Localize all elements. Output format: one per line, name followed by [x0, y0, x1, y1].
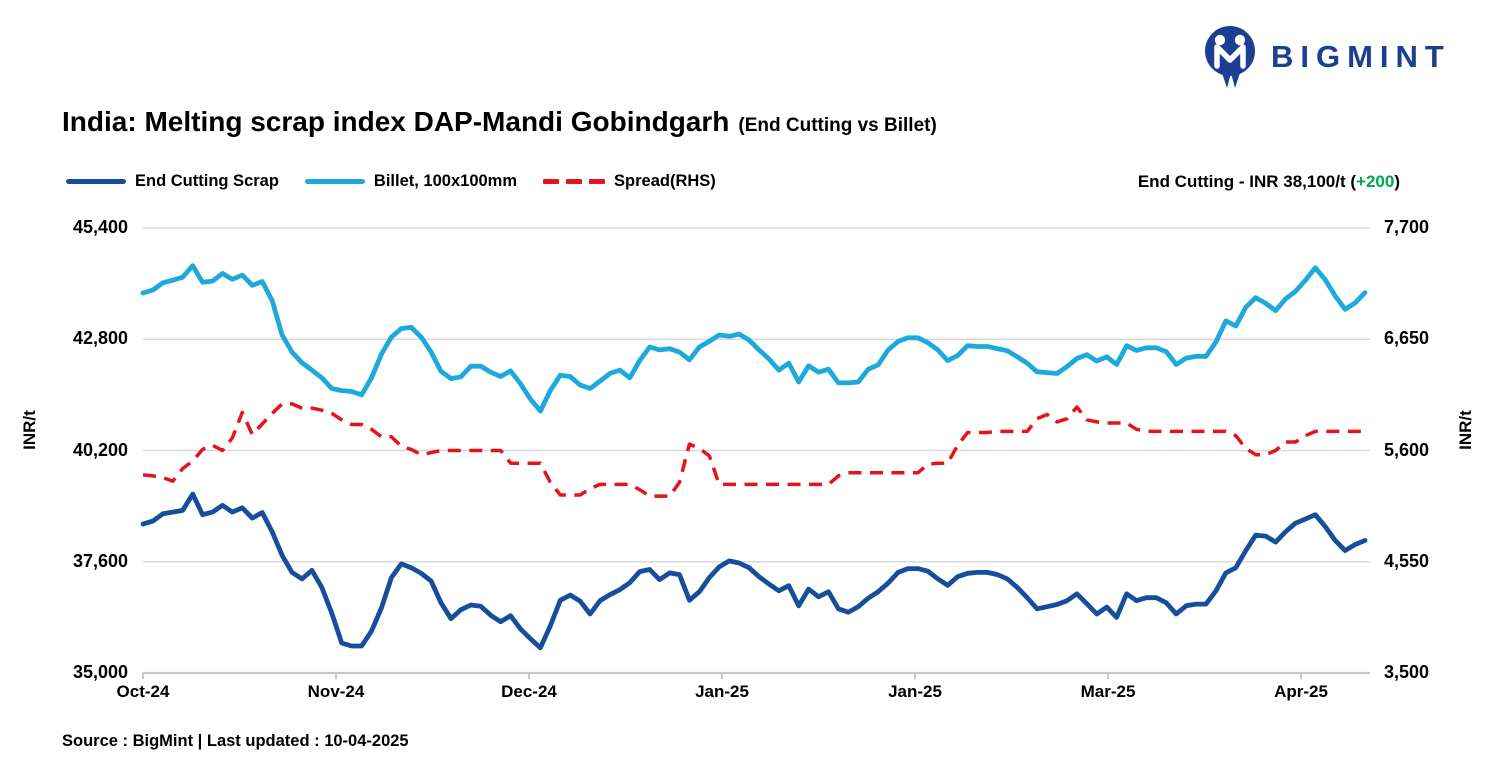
right-y-tick-label: 6,650 [1384, 328, 1430, 349]
legend-label-billet: Billet, 100x100mm [373, 172, 518, 190]
legend-item-spread: Spread(RHS) [543, 172, 716, 191]
spread-rhs--line [142, 402, 1365, 498]
bigmint-logo: BIGMINT [1203, 24, 1451, 90]
x-axis-tick-label: Nov-24 [307, 682, 365, 701]
series-lines [140, 263, 1368, 651]
left-y-axis-unit-label: INR/t [20, 410, 39, 450]
source-note: Source : BigMint | Last updated : 10-04-… [62, 732, 409, 750]
x-axis-tick-label: Apr-25 [1274, 682, 1328, 701]
annotation-text: End Cutting - INR 38,100/t ( [1137, 172, 1357, 191]
right-y-tick-label: 4,550 [1384, 550, 1430, 571]
legend: End Cutting Scrap Billet, 100x100mm Spre… [66, 172, 742, 191]
annotation-close-paren: ) [1394, 172, 1400, 191]
end-cutting-scrap-line-swatch [66, 178, 126, 185]
chart-title: India: Melting scrap index DAP-Mandi Gob… [62, 106, 937, 138]
legend-item-billet: Billet, 100x100mm [304, 172, 518, 191]
end-cutting-scrap-line [140, 491, 1368, 651]
left-y-tick-label: 35,000 [72, 662, 128, 682]
spread-dashed-swatch [543, 179, 606, 184]
legend-label-spread: Spread(RHS) [614, 172, 716, 190]
annotation-change-value: +200 [1356, 172, 1395, 191]
right-y-tick-label: 7,700 [1384, 217, 1430, 237]
chart-title-main: India: Melting scrap index DAP-Mandi Gob… [62, 106, 730, 137]
x-axis-tick-label: Jan-25 [695, 682, 749, 701]
legend-item-end-cutting-scrap: End Cutting Scrap [66, 172, 279, 191]
bigmint-logo-icon [1205, 26, 1255, 88]
gridlines [143, 227, 1370, 675]
bigmint-logo-text: BIGMINT [1271, 39, 1451, 74]
left-y-tick-label: 45,400 [72, 217, 128, 237]
billet-line-swatch [304, 178, 365, 185]
right-y-tick-label: 3,500 [1384, 662, 1430, 682]
x-axis-tick-label: Dec-24 [501, 682, 557, 701]
legend-label-end-cutting-scrap: End Cutting Scrap [135, 172, 279, 190]
x-axis-tick-label: Oct-24 [116, 682, 170, 701]
chart-title-sub: (End Cutting vs Billet) [738, 115, 937, 136]
billet-100x100mm-line [140, 263, 1368, 414]
left-y-tick-label: 42,800 [72, 328, 128, 349]
x-axis-tick-label: Mar-25 [1080, 682, 1136, 701]
left-y-tick-label: 37,600 [72, 550, 128, 571]
left-y-tick-label: 40,200 [72, 439, 128, 460]
right-y-tick-label: 5,600 [1384, 439, 1430, 460]
latest-price-annotation: End Cutting - INR 38,100/t (+200) [1138, 172, 1400, 192]
x-axis-tick-marks [142, 673, 1302, 679]
x-axis-tick-label: Jan-25 [888, 682, 942, 701]
